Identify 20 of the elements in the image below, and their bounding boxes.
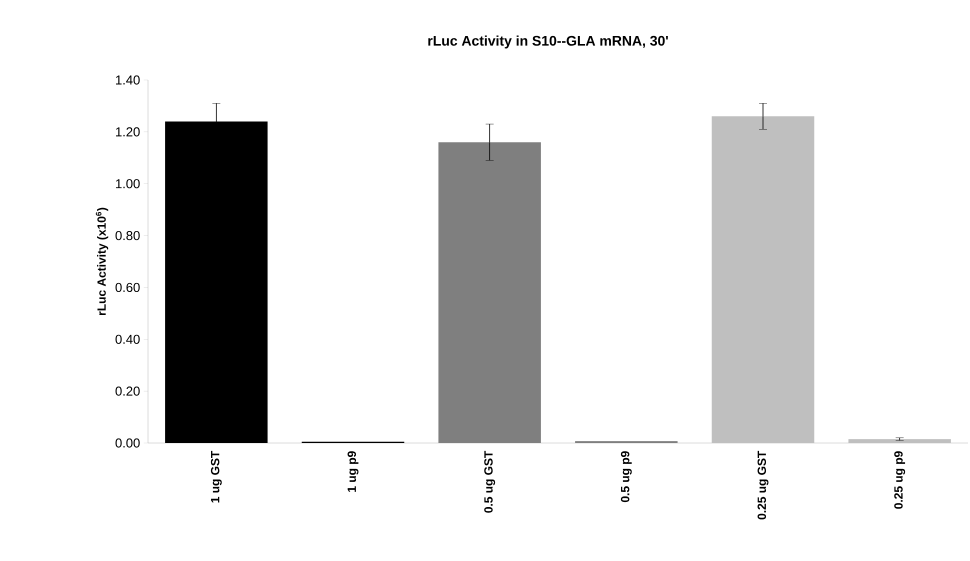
y-tick-label: 0.40 [116, 334, 140, 344]
chart-title: rLuc Activity in S10--GLA mRNA, 30' [428, 35, 668, 48]
y-axis-title: rLuc Activity (x10$^{6}$) [96, 208, 108, 316]
x-tick-label: 0.5 ug p9 [620, 451, 632, 502]
bar [165, 121, 268, 443]
y-tick-label: 1.20 [116, 127, 140, 136]
y-tick-label: 1.00 [116, 179, 140, 188]
y-tick-label: 0.20 [116, 386, 140, 396]
x-tick-label: 0.25 ug GST [758, 450, 768, 520]
x-tick-label: 1 ug p9 [348, 451, 358, 492]
y-tick-label: 0.00 [116, 438, 140, 448]
bar [712, 116, 814, 443]
x-tick-label: 0.25 ug p9 [894, 451, 906, 509]
x-tick-label: 1 ug GST [210, 450, 222, 502]
y-tick-label: 1.40 [116, 75, 140, 85]
y-tick-label: 0.80 [116, 230, 140, 240]
x-tick-label: 0.5 ug GST [484, 450, 496, 513]
bar [438, 142, 541, 443]
y-tick-label: 0.60 [116, 282, 140, 292]
bar [848, 439, 951, 443]
